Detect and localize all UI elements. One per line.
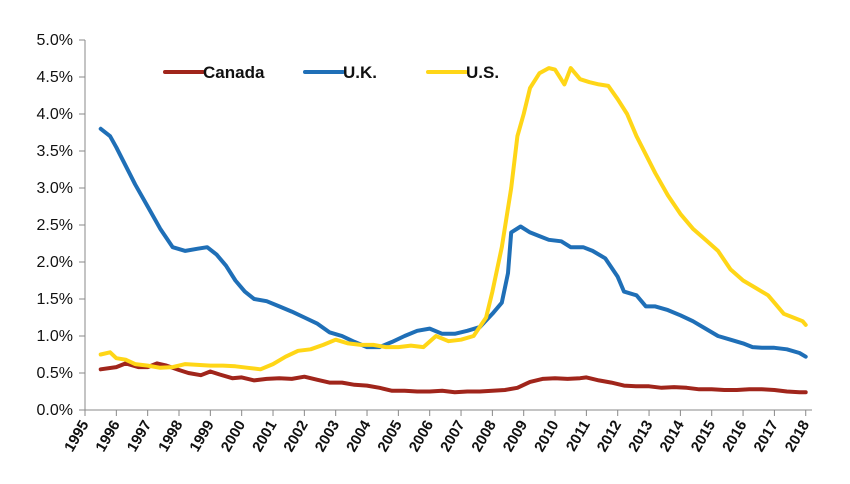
x-tick-label: 2000 — [218, 418, 249, 455]
y-tick-label: 5.0% — [37, 32, 73, 49]
legend-label: U.K. — [343, 63, 377, 82]
y-tick-label: 4.5% — [37, 69, 73, 86]
x-tick-label: 1995 — [61, 418, 92, 455]
y-tick-label: 2.5% — [37, 217, 73, 234]
x-tick-label: 2006 — [406, 418, 437, 455]
legend: Canada U.K. U.S. — [163, 63, 499, 82]
x-tick-label: 2001 — [249, 418, 280, 455]
y-tick-label: 0.0% — [37, 402, 73, 419]
x-tick-label: 2008 — [468, 418, 499, 455]
y-tick-label: 0.5% — [37, 365, 73, 382]
x-tick-label: 2003 — [312, 418, 343, 455]
x-tick-label: 2005 — [374, 418, 405, 455]
series-line-canada — [98, 361, 808, 395]
x-tick-label: 1997 — [124, 418, 155, 455]
y-tick-label: 1.5% — [37, 291, 73, 308]
x-tick-label: 2004 — [343, 417, 375, 455]
x-tick-label: 2013 — [625, 418, 656, 455]
x-tick-label: 2018 — [782, 418, 813, 455]
x-tick-label: 1999 — [186, 418, 217, 455]
x-tick-label: 2009 — [500, 418, 531, 455]
series-line-us — [98, 66, 808, 372]
y-tick-label: 4.0% — [37, 106, 73, 123]
y-tick-label: 3.5% — [37, 143, 73, 160]
legend-label: U.S. — [466, 63, 499, 82]
x-tick-label: 2011 — [563, 418, 594, 455]
x-tick-label: 2014 — [656, 417, 688, 455]
x-tick-label: 2015 — [688, 418, 719, 455]
y-axis: 0.0% 0.5% 1.0% 1.5% 2.0% 2.5% 3.0% 3.5% 4.0% 4.5%… — [37, 32, 86, 419]
y-tick-label: 2.0% — [37, 254, 73, 271]
series-line-uk — [98, 126, 808, 359]
x-tick-label: 2007 — [437, 418, 468, 455]
legend-label: Canada — [203, 63, 265, 82]
x-tick-label: 1996 — [92, 418, 123, 455]
x-tick-label: 2016 — [719, 418, 750, 455]
x-tick-label: 1998 — [155, 418, 186, 455]
x-tick-label: 2002 — [280, 418, 311, 455]
x-tick-label: 2017 — [750, 418, 781, 455]
x-axis: 1995 1996 1997 1998 1999 2000 2001 2002 2003 2004… — [61, 409, 813, 455]
plot-area — [98, 66, 808, 395]
x-tick-label: 2012 — [594, 418, 625, 455]
y-tick-label: 3.0% — [37, 180, 73, 197]
x-tick-label: 2010 — [531, 418, 562, 455]
y-tick-label: 1.0% — [37, 328, 73, 345]
